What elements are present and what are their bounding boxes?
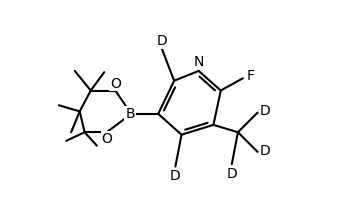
- Text: D: D: [260, 144, 270, 158]
- Text: D: D: [260, 104, 270, 118]
- Text: F: F: [246, 69, 254, 83]
- Text: O: O: [101, 132, 112, 146]
- Text: D: D: [227, 167, 237, 181]
- Text: D: D: [156, 35, 167, 48]
- Text: B: B: [125, 107, 135, 121]
- Text: O: O: [110, 77, 121, 91]
- Text: N: N: [194, 55, 204, 69]
- Text: D: D: [170, 169, 181, 183]
